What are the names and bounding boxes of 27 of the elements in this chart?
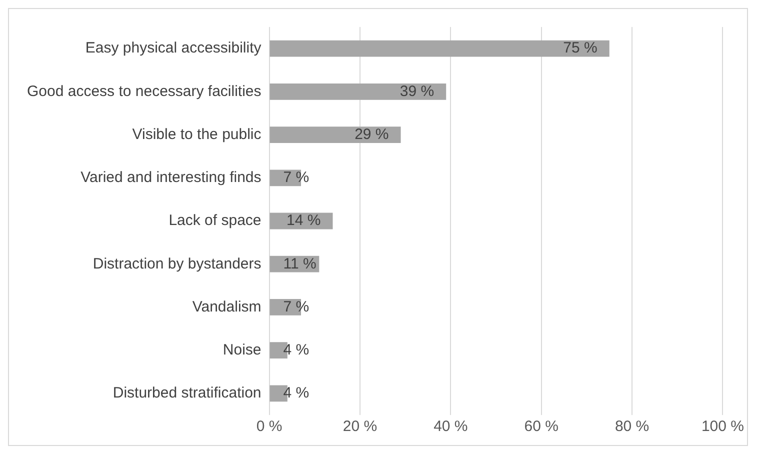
y-tick-label: Easy physical accessibility [85, 40, 262, 57]
x-tick-label: 0 % [256, 418, 282, 436]
y-tick-label: Disturbed stratification [112, 384, 262, 402]
bar [270, 83, 446, 100]
data-label: 29 % [354, 126, 389, 143]
x-tick-label: 40 % [434, 418, 468, 436]
bar [270, 40, 610, 57]
y-tick-label: Lack of space [168, 212, 262, 230]
x-tick-label: 80 % [614, 418, 650, 436]
data-label: 4 % [283, 384, 310, 402]
data-label: 75 % [563, 40, 598, 57]
y-tick-label: Distraction by bystanders [92, 255, 262, 272]
y-tick-label: Varied and interesting finds [80, 169, 262, 186]
bar [270, 126, 401, 143]
data-label: 7 % [283, 298, 310, 316]
y-tick-label: Vandalism [192, 298, 262, 316]
data-label: 11 % [283, 255, 316, 272]
data-label: 14 % [286, 212, 321, 230]
y-tick-label: Good access to necessary facilities [26, 82, 262, 100]
x-tick-label: 100 % [701, 418, 744, 436]
x-tick-label: 60 % [524, 418, 558, 436]
y-tick-label: Visible to the public [132, 126, 262, 143]
data-label: 39 % [400, 82, 434, 100]
y-tick-label: Noise [222, 341, 262, 358]
data-label: 4 % [283, 341, 310, 358]
x-tick-label: 20 % [342, 418, 378, 436]
data-label: 7 % [283, 169, 310, 186]
